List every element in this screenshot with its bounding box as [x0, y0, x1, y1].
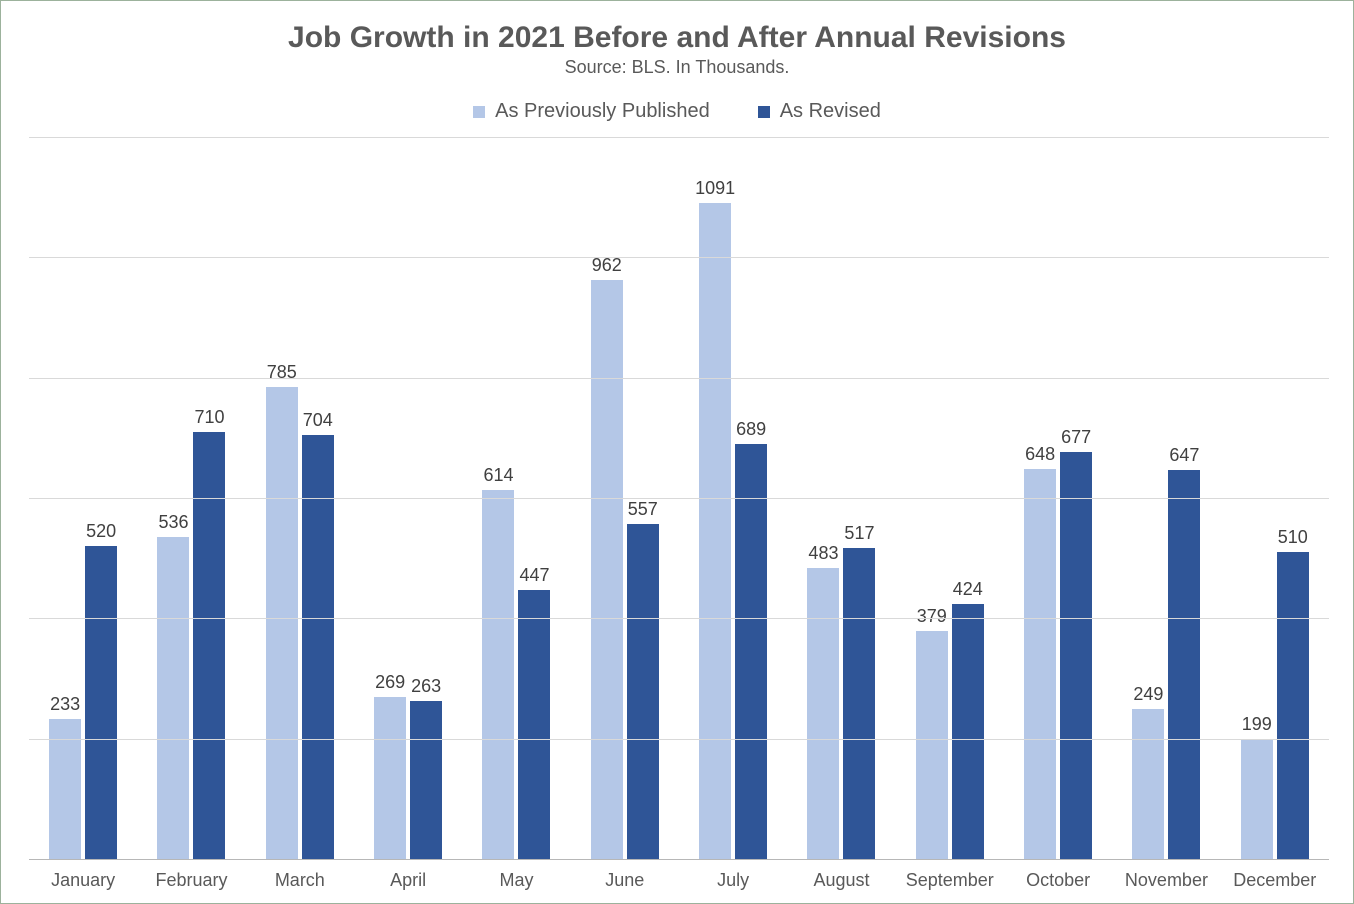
plot-area: 2335205367107857042692636144479625571091…	[29, 137, 1329, 860]
chart-frame: Job Growth in 2021 Before and After Annu…	[0, 0, 1354, 904]
legend-label-previous: As Previously Published	[495, 100, 710, 123]
bar-previous: 1091	[699, 203, 731, 859]
bar-value-label: 557	[628, 499, 658, 524]
bar-revised: 647	[1168, 470, 1200, 859]
bar-value-label: 689	[736, 419, 766, 444]
bar-revised: 520	[85, 546, 117, 859]
bar-value-label: 520	[86, 521, 116, 546]
bar-value-label: 1091	[695, 178, 735, 203]
bar-previous: 233	[49, 719, 81, 859]
x-axis-label: May	[462, 860, 570, 891]
bar-previous: 962	[591, 280, 623, 859]
bar-previous: 483	[807, 568, 839, 859]
bar-value-label: 424	[953, 579, 983, 604]
legend-item-revised: As Revised	[758, 100, 881, 123]
x-axis-label: April	[354, 860, 462, 891]
bar-previous: 536	[157, 537, 189, 859]
legend: As Previously Published As Revised	[19, 100, 1335, 123]
bar-value-label: 517	[844, 523, 874, 548]
bar-value-label: 233	[50, 694, 80, 719]
bar-revised: 710	[193, 432, 225, 859]
bar-previous: 379	[916, 631, 948, 859]
bar-value-label: 677	[1061, 427, 1091, 452]
gridline	[29, 257, 1329, 258]
bar-value-label: 704	[303, 410, 333, 435]
bar-value-label: 710	[194, 407, 224, 432]
x-axis: JanuaryFebruaryMarchAprilMayJuneJulyAugu…	[29, 860, 1329, 891]
bar-revised: 689	[735, 444, 767, 859]
bar-value-label: 648	[1025, 444, 1055, 469]
bar-value-label: 199	[1242, 714, 1272, 739]
x-axis-label: March	[246, 860, 354, 891]
chart-title: Job Growth in 2021 Before and After Annu…	[19, 21, 1335, 55]
plot-wrap: 2335205367107857042692636144479625571091…	[19, 137, 1335, 891]
bar-value-label: 785	[267, 362, 297, 387]
x-axis-label: July	[679, 860, 787, 891]
x-axis-label: June	[571, 860, 679, 891]
bar-value-label: 647	[1169, 445, 1199, 470]
bar-value-label: 269	[375, 672, 405, 697]
bar-previous: 648	[1024, 469, 1056, 859]
legend-label-revised: As Revised	[780, 100, 881, 123]
bar-previous: 785	[266, 387, 298, 859]
legend-swatch-previous	[473, 106, 485, 118]
bar-revised: 263	[410, 701, 442, 859]
gridline	[29, 739, 1329, 740]
bar-value-label: 447	[519, 565, 549, 590]
bar-previous: 199	[1241, 739, 1273, 859]
x-axis-label: December	[1221, 860, 1329, 891]
bar-revised: 677	[1060, 452, 1092, 859]
bar-previous: 269	[374, 697, 406, 859]
bar-value-label: 249	[1133, 684, 1163, 709]
bar-value-label: 510	[1278, 527, 1308, 552]
bar-revised: 510	[1277, 552, 1309, 859]
bar-previous: 614	[482, 490, 514, 859]
bar-value-label: 614	[483, 465, 513, 490]
bar-revised: 447	[518, 590, 550, 859]
legend-item-previous: As Previously Published	[473, 100, 710, 123]
bar-revised: 557	[627, 524, 659, 859]
legend-swatch-revised	[758, 106, 770, 118]
bar-revised: 517	[843, 548, 875, 859]
bar-value-label: 483	[808, 543, 838, 568]
x-axis-label: October	[1004, 860, 1112, 891]
x-axis-label: November	[1112, 860, 1220, 891]
bar-value-label: 962	[592, 255, 622, 280]
bar-value-label: 263	[411, 676, 441, 701]
gridline	[29, 378, 1329, 379]
bar-revised: 424	[952, 604, 984, 859]
bar-value-label: 536	[158, 512, 188, 537]
gridline	[29, 618, 1329, 619]
x-axis-label: February	[137, 860, 245, 891]
chart-subtitle: Source: BLS. In Thousands.	[19, 57, 1335, 78]
bar-previous: 249	[1132, 709, 1164, 859]
x-axis-label: September	[896, 860, 1004, 891]
gridline	[29, 137, 1329, 138]
x-axis-label: August	[787, 860, 895, 891]
gridline	[29, 498, 1329, 499]
x-axis-label: January	[29, 860, 137, 891]
